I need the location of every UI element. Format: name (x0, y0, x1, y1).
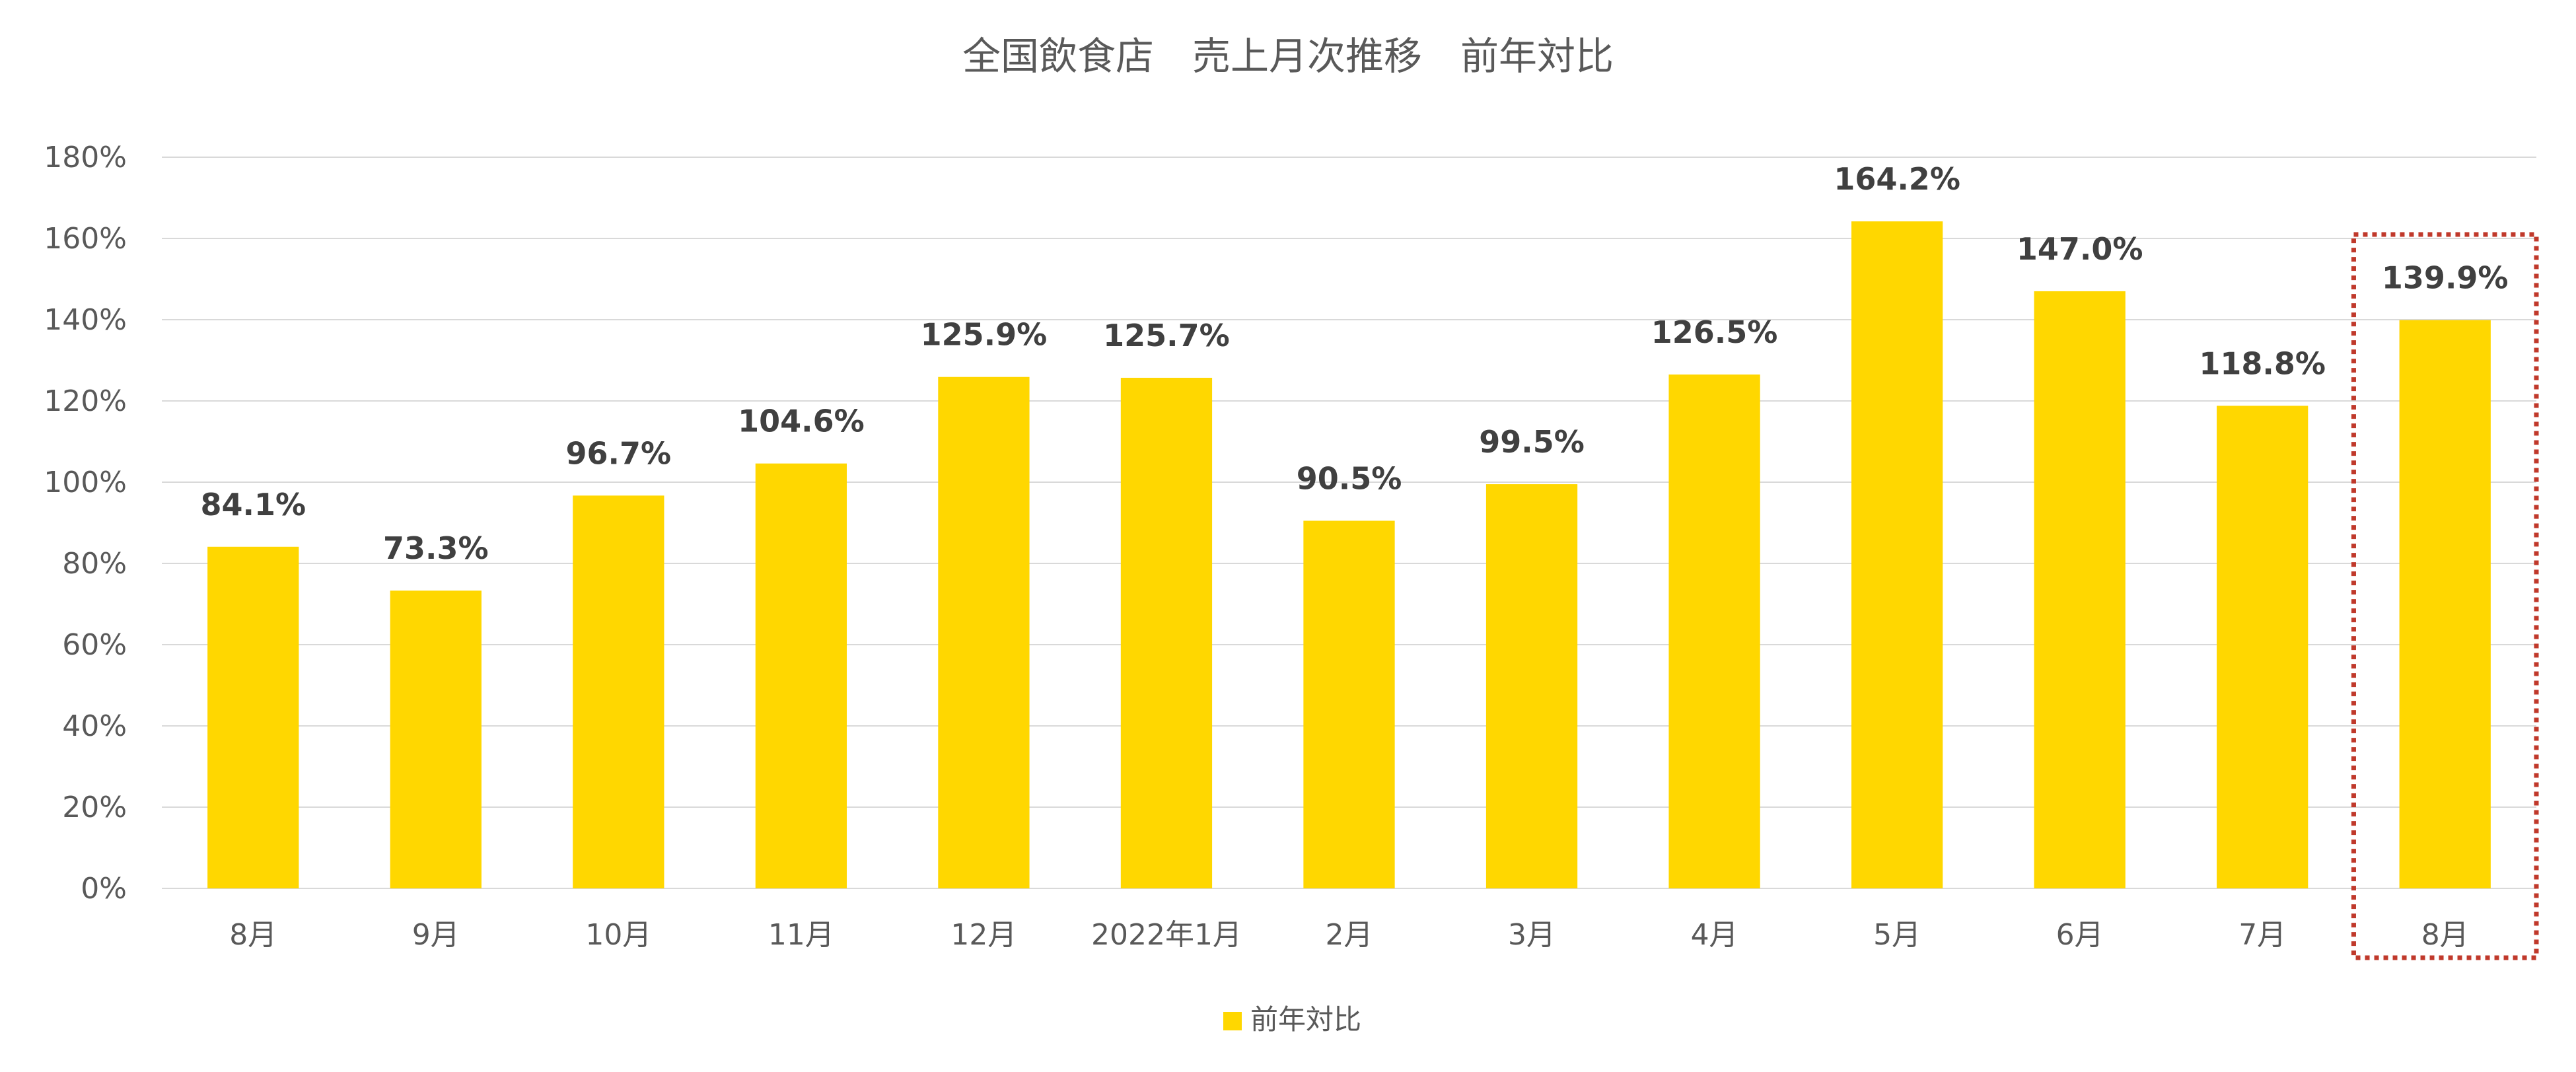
data-label: 147.0% (2017, 231, 2143, 267)
data-labels: 84.1% 73.3% 96.7% 104.6% 125.9% 125.7% 90.5% 99… (200, 161, 2508, 566)
y-tick-label: 40% (62, 709, 127, 743)
bar (390, 590, 482, 888)
bar (1668, 375, 1760, 888)
x-tick-label: 7月 (2238, 918, 2286, 952)
y-tick-label: 100% (44, 466, 127, 499)
x-tick-label: 6月 (2056, 918, 2104, 952)
x-tick-label: 12月 (950, 918, 1017, 952)
x-tick-label: 8月 (2421, 918, 2469, 952)
bar (1851, 221, 1943, 888)
data-label: 99.5% (1479, 424, 1585, 460)
x-tick-label: 9月 (412, 918, 460, 952)
bar (2034, 291, 2126, 888)
bar (2217, 406, 2308, 888)
bars (207, 221, 2491, 888)
bar (938, 376, 1030, 888)
x-tick-label: 4月 (1691, 918, 1738, 952)
y-tick-label: 140% (44, 303, 127, 337)
data-label: 139.9% (2382, 260, 2509, 296)
data-label: 73.3% (383, 530, 489, 566)
data-label: 125.7% (1103, 318, 1230, 353)
bar (207, 546, 299, 888)
x-tick-label: 8月 (229, 918, 277, 952)
y-tick-label: 120% (44, 384, 127, 418)
y-tick-label: 80% (62, 547, 127, 581)
y-tick-label: 20% (62, 791, 127, 824)
x-axis-tick-labels: 8月 9月 10月 11月 12月 2022年1月 2月 3月 4月 5月 6月 7月 8月 (229, 918, 2468, 952)
legend-label: 前年対比 (1250, 1003, 1361, 1036)
data-label: 84.1% (200, 487, 306, 522)
bar (1303, 520, 1395, 888)
data-label: 90.5% (1297, 460, 1402, 496)
data-label: 164.2% (1834, 161, 1960, 197)
y-tick-label: 60% (62, 628, 127, 662)
data-label: 126.5% (1651, 314, 1778, 350)
data-label: 118.8% (2199, 345, 2326, 381)
data-label: 96.7% (566, 435, 672, 471)
x-tick-label: 10月 (585, 918, 651, 952)
bar (2399, 320, 2491, 888)
legend: 前年対比 (1223, 1003, 1361, 1036)
x-tick-label: 3月 (1508, 918, 1556, 952)
data-label: 125.9% (921, 317, 1048, 353)
x-tick-label: 11月 (768, 918, 834, 952)
x-tick-label: 5月 (1873, 918, 1921, 952)
bar (1485, 484, 1578, 888)
y-tick-label: 0% (81, 872, 127, 906)
bar (755, 463, 847, 888)
y-axis-tick-labels: 0% 20% 40% 60% 80% 100% 120% 140% 160% 180% (44, 141, 127, 906)
bar (1120, 377, 1213, 888)
x-tick-label: 2月 (1326, 918, 1373, 952)
data-label: 104.6% (738, 404, 865, 439)
legend-swatch (1223, 1012, 1242, 1030)
chart-title: 全国飲食店 売上月次推移 前年対比 (962, 34, 1614, 79)
y-tick-label: 160% (44, 222, 127, 256)
x-tick-label: 2022年1月 (1091, 918, 1242, 952)
bar (573, 495, 664, 888)
y-tick-label: 180% (44, 141, 127, 174)
